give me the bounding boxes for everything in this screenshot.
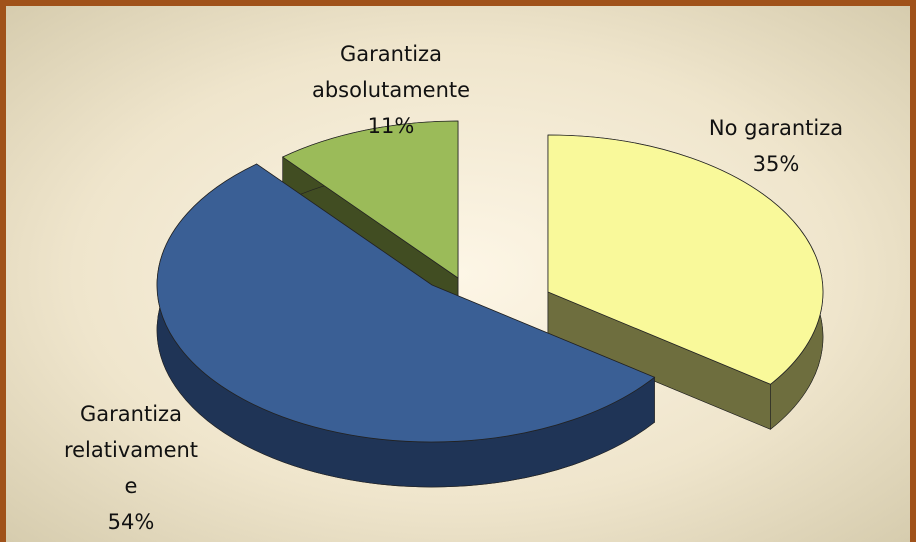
category-label: Garantiza absolutamente: [311, 42, 471, 102]
slice: [156, 163, 656, 443]
data-label: Garantiza relativamente 54%: [61, 396, 201, 540]
pie: [156, 120, 824, 488]
data-label: No garantiza 35%: [676, 110, 876, 182]
value-label: 11%: [367, 114, 415, 138]
value-label: 54%: [107, 510, 155, 534]
slice: [547, 134, 824, 385]
value-label: 35%: [752, 152, 800, 176]
category-label: No garantiza: [708, 116, 844, 140]
data-label: Garantiza absolutamente 11%: [306, 36, 476, 144]
slice: [281, 120, 459, 279]
category-label: Garantiza relativamente: [63, 402, 199, 498]
